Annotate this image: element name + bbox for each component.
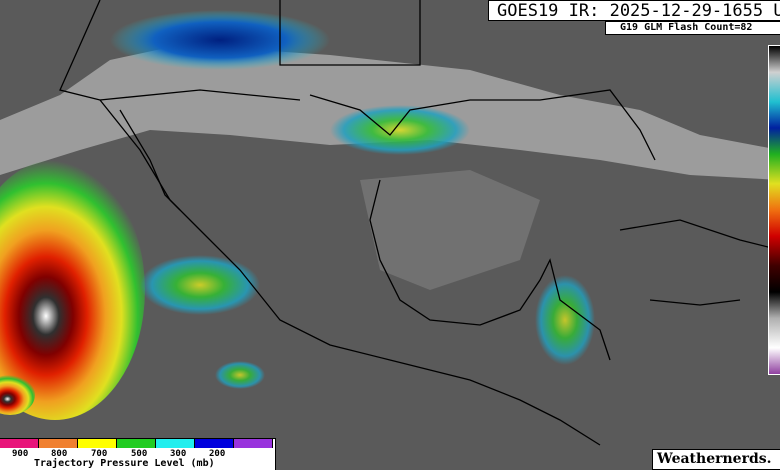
ir-temperature-colorbar <box>768 45 780 375</box>
storm-cell-central-america <box>535 275 595 365</box>
storm-cell-west <box>0 375 35 415</box>
tick-300: 300 <box>170 449 187 459</box>
legend-title: Trajectory Pressure Level (mb) <box>34 458 215 469</box>
cloud-sheet-gulf <box>360 170 540 290</box>
legend-swatch-1 <box>39 439 78 448</box>
storm-system-pacific <box>0 160 145 420</box>
storm-cell-texas <box>330 105 470 155</box>
legend-swatches <box>0 439 273 448</box>
tick-800: 800 <box>51 449 68 459</box>
legend-swatch-4 <box>156 439 195 448</box>
legend-ticks: 900 800 700 500 300 200 <box>0 449 276 459</box>
legend-swatch-5 <box>195 439 234 448</box>
tick-700: 700 <box>91 449 108 459</box>
tick-900: 900 <box>12 449 29 459</box>
flash-count-label: G19 GLM Flash Count=82 <box>605 21 780 35</box>
legend-swatch-3 <box>117 439 156 448</box>
pressure-level-legend: 900 800 700 500 300 200 Trajectory Press… <box>0 438 276 470</box>
storm-cell-south <box>215 361 265 389</box>
image-title: GOES19 IR: 2025-12-29-1655 U <box>488 0 780 21</box>
storm-system-north <box>110 10 330 70</box>
tick-200: 200 <box>209 449 226 459</box>
tick-500: 500 <box>131 449 148 459</box>
coastlines-borders <box>59 0 780 446</box>
legend-swatch-6 <box>234 439 273 448</box>
weathernerds-credit: Weathernerds. <box>652 449 780 470</box>
storm-cell-mexico <box>140 255 260 315</box>
legend-swatch-2 <box>78 439 117 448</box>
legend-swatch-0 <box>0 439 39 448</box>
